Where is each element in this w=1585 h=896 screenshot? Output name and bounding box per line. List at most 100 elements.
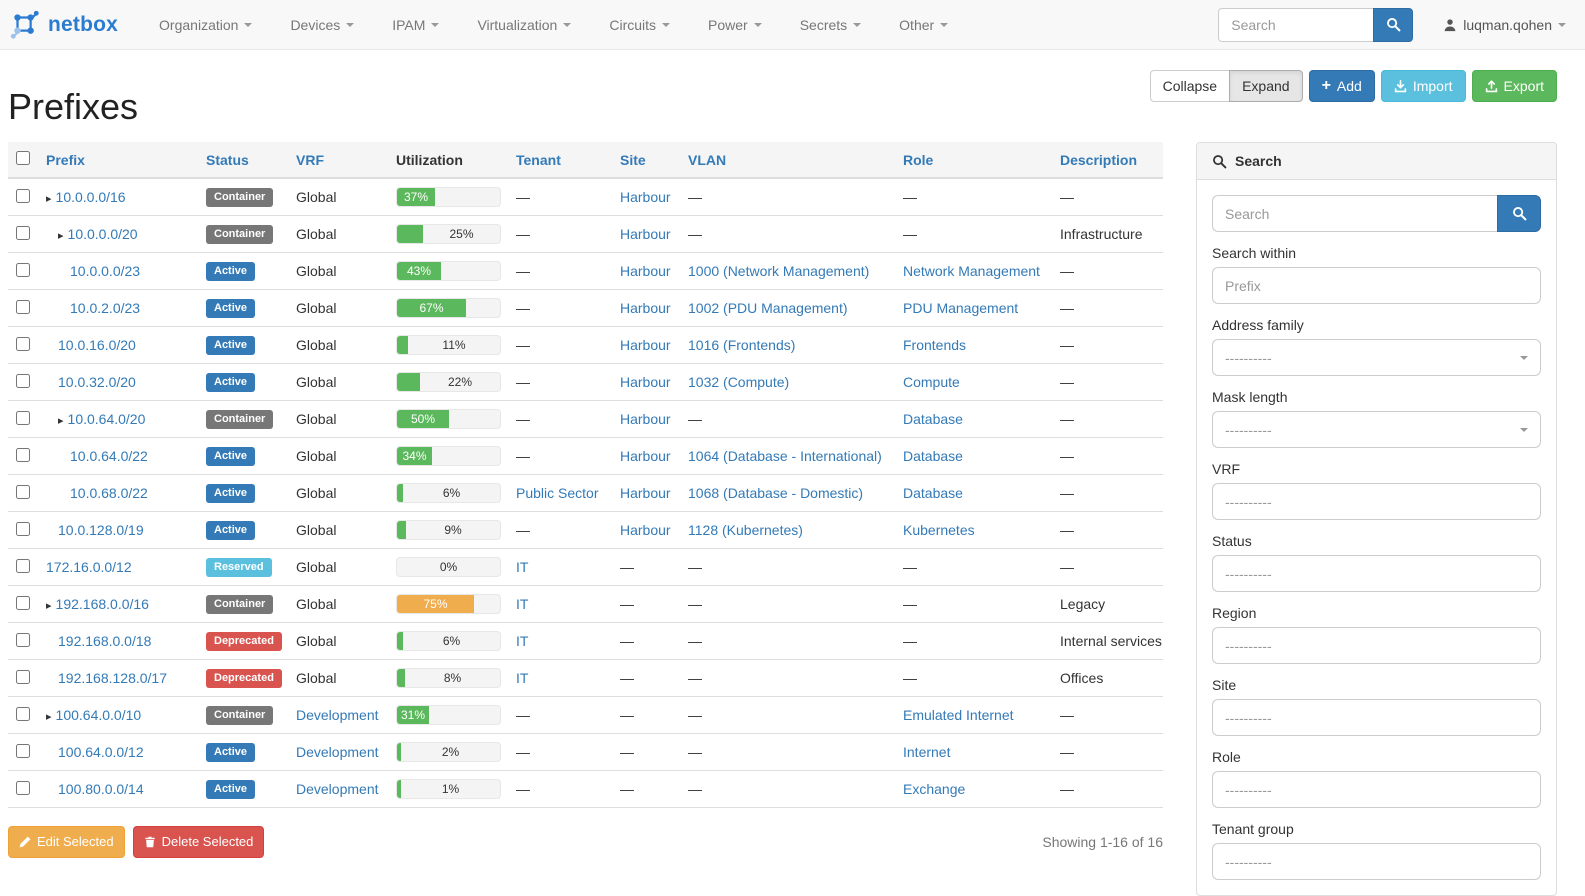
prefix-link[interactable]: 172.16.0.0/12 [46,559,132,575]
nav-menu-virtualization[interactable]: Virtualization [458,2,590,48]
expand-caret-icon[interactable]: ▸ [46,711,52,723]
site-link[interactable]: Harbour [620,374,671,390]
filter-select-status[interactable]: ---------- [1212,555,1541,592]
role-link[interactable]: Compute [903,374,960,390]
vlan-link[interactable]: 1032 (Compute) [688,374,790,390]
tenant-link[interactable]: IT [516,633,529,649]
filter-search-input[interactable] [1212,195,1497,232]
prefix-link[interactable]: 10.0.2.0/23 [70,300,141,316]
prefix-link[interactable]: 192.168.128.0/17 [58,670,167,686]
row-checkbox[interactable] [16,521,30,536]
column-header-vrf[interactable]: VRF [288,142,388,179]
prefix-link[interactable]: 10.0.0.0/20 [67,226,138,242]
expand-caret-icon[interactable]: ▸ [46,600,52,612]
tenant-link[interactable]: IT [516,596,529,612]
row-checkbox[interactable] [16,743,30,758]
row-checkbox[interactable] [16,780,30,795]
tenant-link[interactable]: IT [516,670,529,686]
row-checkbox[interactable] [16,188,30,203]
filter-select-tenant-group[interactable]: ---------- [1212,843,1541,880]
row-checkbox[interactable] [16,299,30,314]
column-header-site[interactable]: Site [612,142,680,179]
filter-select-site[interactable]: ---------- [1212,699,1541,736]
vrf-link[interactable]: Development [296,781,379,797]
prefix-link[interactable]: 100.64.0.0/10 [55,707,142,723]
prefix-link[interactable]: 10.0.68.0/22 [70,485,148,501]
column-header-tenant[interactable]: Tenant [508,142,612,179]
site-link[interactable]: Harbour [620,263,671,279]
prefix-link[interactable]: 10.0.64.0/20 [67,411,146,427]
column-header-description[interactable]: Description [1052,142,1163,179]
nav-menu-circuits[interactable]: Circuits [590,2,689,48]
role-link[interactable]: Frontends [903,337,967,353]
collapse-button[interactable]: Collapse [1149,70,1231,102]
row-checkbox[interactable] [16,410,30,425]
expand-caret-icon[interactable]: ▸ [58,230,64,242]
nav-menu-power[interactable]: Power [689,2,781,48]
role-link[interactable]: PDU Management [903,300,1019,316]
nav-menu-other[interactable]: Other [880,2,967,48]
add-button[interactable]: + Add [1308,70,1375,102]
role-link[interactable]: Database [903,485,963,501]
site-link[interactable]: Harbour [620,522,671,538]
site-link[interactable]: Harbour [620,448,671,464]
filter-select-vrf[interactable]: ---------- [1212,483,1541,520]
edit-selected-button[interactable]: Edit Selected [8,826,125,858]
row-checkbox[interactable] [16,595,30,610]
netbox-brand[interactable]: netbox [10,10,118,40]
export-button[interactable]: Export [1471,70,1557,102]
expand-caret-icon[interactable]: ▸ [46,193,52,205]
site-link[interactable]: Harbour [620,485,671,501]
prefix-link[interactable]: 192.168.0.0/18 [58,633,152,649]
row-checkbox[interactable] [16,225,30,240]
row-checkbox[interactable] [16,447,30,462]
row-checkbox[interactable] [16,484,30,499]
prefix-link[interactable]: 10.0.16.0/20 [58,337,136,353]
vrf-link[interactable]: Development [296,744,379,760]
row-checkbox[interactable] [16,669,30,684]
filter-select-address-family[interactable]: ---------- [1212,339,1541,376]
prefix-link[interactable]: 10.0.0.0/16 [55,189,126,205]
role-link[interactable]: Database [903,448,963,464]
site-link[interactable]: Harbour [620,189,671,205]
select-all-checkbox[interactable] [16,151,30,165]
tenant-link[interactable]: IT [516,559,529,575]
site-link[interactable]: Harbour [620,300,671,316]
row-checkbox[interactable] [16,558,30,573]
role-link[interactable]: Kubernetes [903,522,975,538]
vrf-link[interactable]: Development [296,707,379,723]
global-search-button[interactable] [1373,7,1414,42]
vlan-link[interactable]: 1000 (Network Management) [688,263,870,279]
role-link[interactable]: Network Management [903,263,1040,279]
nav-menu-ipam[interactable]: IPAM [373,2,458,48]
nav-menu-devices[interactable]: Devices [271,2,373,48]
nav-menu-organization[interactable]: Organization [140,2,271,48]
prefix-link[interactable]: 10.0.32.0/20 [58,374,136,390]
filter-input-search-within[interactable] [1212,267,1541,304]
filter-select-mask-length[interactable]: ---------- [1212,411,1541,448]
vlan-link[interactable]: 1002 (PDU Management) [688,300,848,316]
global-search-input[interactable] [1218,7,1374,42]
import-button[interactable]: Import [1380,70,1466,102]
site-link[interactable]: Harbour [620,226,671,242]
expand-button[interactable]: Expand [1229,70,1303,102]
column-header-role[interactable]: Role [895,142,1052,179]
role-link[interactable]: Database [903,411,963,427]
vlan-link[interactable]: 1064 (Database - International) [688,448,882,464]
vlan-link[interactable]: 1068 (Database - Domestic) [688,485,864,501]
nav-menu-secrets[interactable]: Secrets [781,2,880,48]
row-checkbox[interactable] [16,373,30,388]
delete-selected-button[interactable]: Delete Selected [132,826,265,858]
role-link[interactable]: Emulated Internet [903,707,1014,723]
column-header-prefix[interactable]: Prefix [38,142,198,179]
filter-search-button[interactable] [1497,195,1541,232]
filter-select-role[interactable]: ---------- [1212,771,1541,808]
row-checkbox[interactable] [16,262,30,277]
prefix-link[interactable]: 10.0.64.0/22 [70,448,148,464]
prefix-link[interactable]: 100.80.0.0/14 [58,781,144,797]
user-menu[interactable]: luqman.qohen [1443,17,1570,33]
prefix-link[interactable]: 10.0.0.0/23 [70,263,141,279]
row-checkbox[interactable] [16,706,30,721]
vlan-link[interactable]: 1128 (Kubernetes) [688,522,803,538]
column-header-status[interactable]: Status [198,142,288,179]
